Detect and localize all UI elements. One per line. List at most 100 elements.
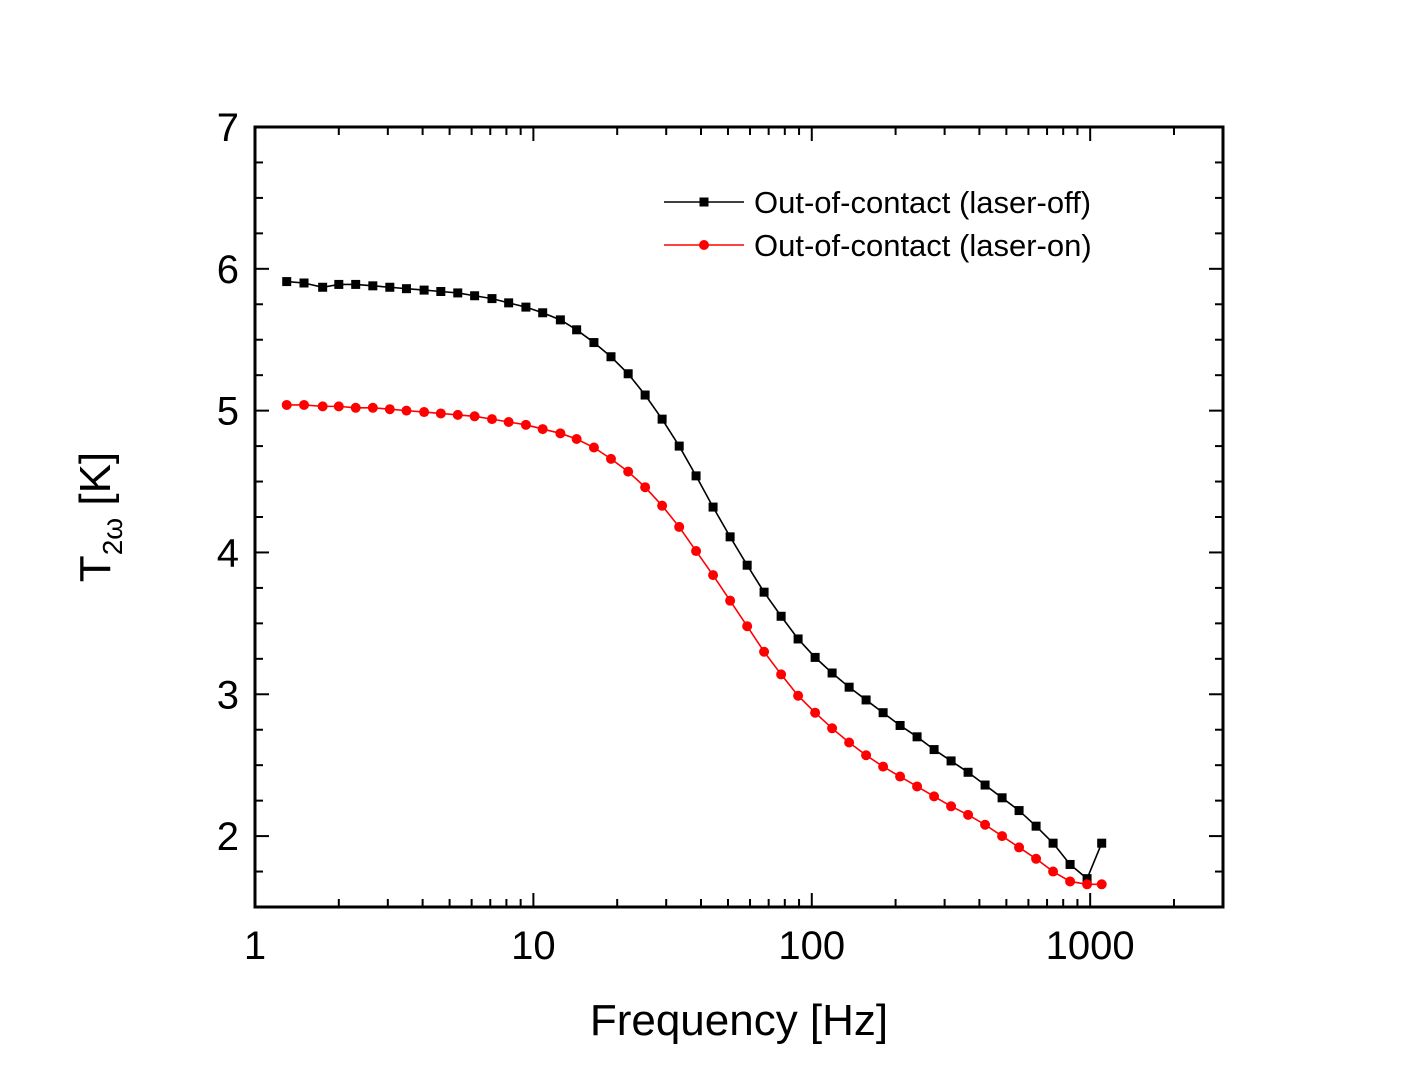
data-point-circle [742, 621, 753, 632]
data-point-square [589, 338, 599, 348]
data-point-circle [980, 819, 991, 830]
data-point-circle [759, 646, 770, 657]
data-point-circle [520, 419, 531, 430]
data-point-square [929, 745, 939, 755]
data-point-square [708, 502, 718, 512]
data-point-square [674, 441, 684, 451]
y-tick-label: 6 [217, 248, 239, 292]
data-point-square [980, 780, 990, 790]
data-point-circle [588, 442, 599, 453]
data-point-circle [657, 500, 668, 511]
data-point-circle [699, 240, 709, 250]
data-point-square [368, 281, 378, 291]
data-point-circle [401, 405, 412, 416]
data-point-circle [708, 570, 719, 581]
data-point-square [946, 756, 956, 766]
data-point-square [555, 315, 565, 325]
data-point-square [810, 652, 820, 662]
y-tick-label: 2 [217, 815, 239, 859]
legend-label: Out-of-contact (laser-off) [754, 185, 1091, 220]
data-point-square [895, 720, 905, 730]
data-point-circle [895, 771, 906, 782]
y-axis-title-subscript: 2ω [97, 518, 128, 555]
data-point-circle [452, 409, 463, 420]
data-point-circle [640, 482, 651, 493]
data-point-circle [1096, 879, 1107, 890]
data-point-circle [367, 402, 378, 413]
series-1 [282, 277, 1107, 884]
data-point-circle [878, 761, 889, 772]
data-point-circle [827, 723, 838, 734]
data-point-square [299, 278, 309, 288]
data-point-square [401, 284, 411, 294]
legend-item: Out-of-contact (laser-on) [664, 228, 1092, 263]
data-point-circle [1014, 842, 1025, 853]
data-point-square [742, 560, 752, 570]
data-point-square [776, 611, 786, 621]
data-point-circle [844, 737, 855, 748]
data-point-square [657, 414, 667, 424]
data-point-circle [555, 428, 566, 439]
data-point-square [844, 682, 854, 692]
data-point-square [1048, 838, 1058, 848]
data-point-square [1082, 874, 1092, 884]
data-point-circle [793, 690, 804, 701]
data-point-square [1031, 821, 1041, 831]
data-point-square [623, 369, 633, 379]
y-axis-title-unit: [K] [71, 452, 120, 518]
data-point-circle [1031, 853, 1042, 864]
y-tick-label: 7 [217, 106, 239, 150]
data-point-square [521, 302, 531, 312]
legend-label: Out-of-contact (laser-on) [754, 228, 1092, 263]
data-point-circle [537, 424, 548, 435]
data-point-square [1014, 806, 1024, 816]
data-point-circle [571, 434, 582, 444]
x-tick-label: 10 [511, 924, 556, 968]
data-point-circle [997, 831, 1008, 842]
data-point-circle [317, 401, 328, 412]
data-point-circle [605, 453, 616, 464]
data-point-square [861, 695, 871, 705]
data-point-circle [776, 669, 787, 680]
data-point-square [1097, 838, 1107, 848]
data-point-square [470, 291, 480, 301]
data-point-circle [299, 399, 310, 410]
data-point-square [385, 282, 395, 292]
data-point-square [997, 793, 1007, 803]
data-point-circle [946, 801, 957, 812]
data-point-circle [963, 809, 974, 820]
data-point-square [572, 325, 582, 335]
data-point-circle [1065, 876, 1076, 887]
data-point-circle [1082, 879, 1093, 890]
data-point-circle [691, 546, 702, 557]
data-point-square [725, 532, 735, 542]
data-point-square [538, 308, 548, 318]
data-point-square [334, 279, 344, 289]
series-2 [281, 399, 1107, 890]
y-tick-label: 4 [217, 531, 239, 575]
data-point-square [419, 285, 429, 295]
y-axis-title: T2ω [K] [71, 452, 128, 582]
data-point-circle [1048, 866, 1059, 877]
data-point-circle [486, 414, 497, 425]
data-point-square [699, 197, 709, 207]
data-point-square [436, 287, 446, 297]
plot-area-frame [253, 125, 1225, 909]
data-point-square [963, 767, 973, 777]
data-point-circle [419, 407, 430, 418]
data-point-square [793, 634, 803, 644]
data-point-circle [435, 408, 446, 419]
data-point-circle [350, 402, 361, 413]
legend: Out-of-contact (laser-off) Out-of-contact… [664, 185, 1092, 263]
data-point-square [318, 282, 328, 292]
data-point-circle [503, 416, 514, 427]
data-point-circle [861, 750, 872, 761]
data-point-square [1065, 859, 1075, 869]
data-point-circle [623, 466, 634, 477]
data-point-square [487, 294, 497, 304]
legend-item: Out-of-contact (laser-off) [664, 185, 1091, 220]
data-point-square [640, 390, 650, 400]
data-point-circle [333, 401, 344, 412]
